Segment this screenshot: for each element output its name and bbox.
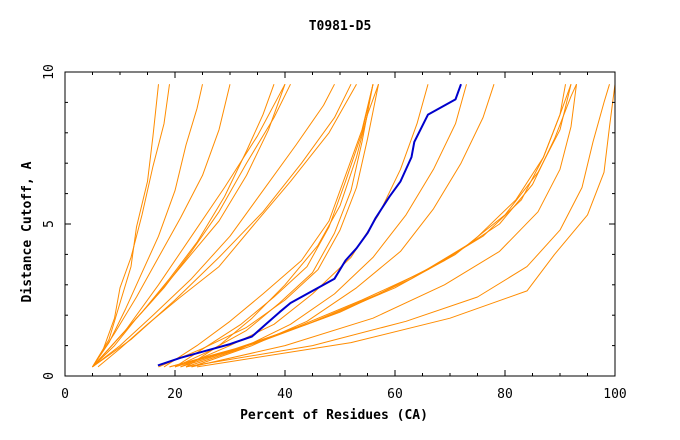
x-tick-label: 80	[497, 387, 513, 402]
series-line-24	[191, 84, 577, 368]
series-line-2	[92, 84, 159, 368]
highlight-series-line	[157, 83, 462, 367]
x-tick-label: 20	[167, 387, 183, 402]
series-line-25	[185, 84, 610, 368]
y-axis-label: Distance Cutoff, A	[20, 161, 35, 302]
series-line-4	[92, 84, 231, 368]
series-line-21	[169, 83, 577, 368]
series-line-7	[92, 83, 291, 368]
series-line-14	[185, 84, 379, 368]
x-tick-label: 60	[387, 387, 403, 402]
series-line-26	[196, 84, 616, 368]
y-tick-label: 5	[42, 220, 57, 228]
x-tick-label: 40	[277, 387, 293, 402]
series-line-12	[163, 84, 374, 368]
series-line-8	[92, 83, 286, 368]
series-line-9	[92, 83, 335, 368]
series-line-11	[97, 83, 357, 368]
series-line-19	[191, 84, 495, 368]
series-line-22	[174, 84, 572, 368]
tick-layer: 0 20 40 60 80 100 0 5 10	[42, 64, 627, 402]
chart-title: T0981-D5	[309, 19, 372, 34]
x-axis-label: Percent of Residues (CA)	[240, 408, 428, 423]
series-line-15	[158, 84, 379, 368]
series-line-6	[92, 84, 286, 368]
y-tick-label: 10	[42, 64, 57, 80]
y-tick-label: 0	[42, 372, 57, 380]
series-line-16	[174, 84, 374, 368]
series-layer	[92, 83, 616, 368]
series-line-13	[174, 84, 374, 368]
highlight-layer	[157, 83, 462, 367]
x-tick-label: 100	[603, 387, 626, 402]
series-line-3	[92, 84, 203, 368]
plot-frame	[64, 71, 616, 377]
x-tick-label: 0	[61, 387, 69, 402]
series-line-18	[185, 84, 467, 368]
series-line-1	[92, 84, 170, 368]
series-line-23	[180, 84, 566, 368]
